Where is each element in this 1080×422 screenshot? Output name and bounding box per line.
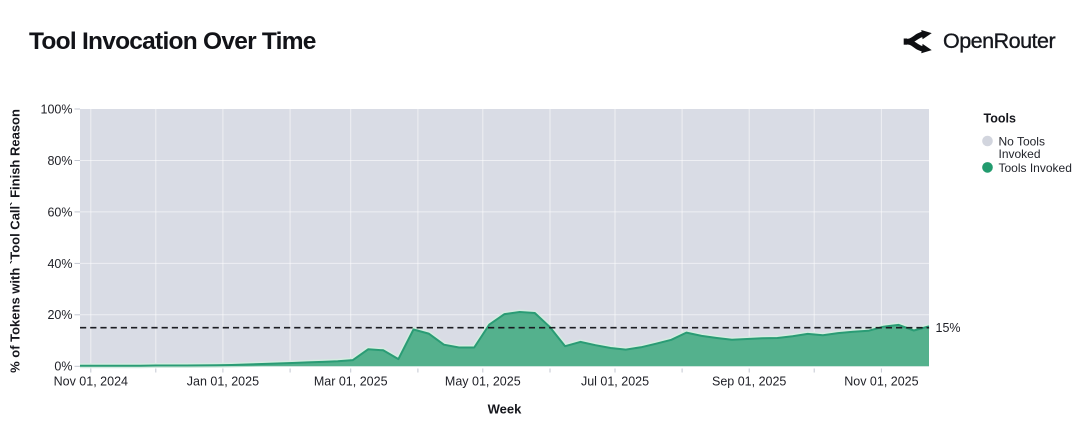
svg-text:Week: Week — [488, 402, 522, 417]
svg-text:Nov 01, 2024: Nov 01, 2024 — [54, 375, 128, 389]
svg-text:No Tools: No Tools — [999, 134, 1045, 148]
svg-text:Tools Invoked: Tools Invoked — [999, 161, 1072, 175]
svg-text:Jul 01, 2025: Jul 01, 2025 — [581, 375, 649, 389]
svg-text:May 01, 2025: May 01, 2025 — [445, 375, 521, 389]
svg-text:Tools: Tools — [984, 112, 1016, 126]
svg-text:Mar 01, 2025: Mar 01, 2025 — [314, 375, 388, 389]
svg-text:20%: 20% — [47, 308, 72, 322]
svg-text:40%: 40% — [47, 257, 72, 271]
svg-text:Tool Invocation Over Time: Tool Invocation Over Time — [29, 28, 316, 55]
svg-text:15%: 15% — [936, 321, 961, 335]
svg-text:0%: 0% — [54, 360, 72, 374]
svg-text:60%: 60% — [47, 205, 72, 219]
svg-text:80%: 80% — [47, 154, 72, 168]
svg-text:Sep 01, 2025: Sep 01, 2025 — [712, 375, 786, 389]
svg-text:Nov 01, 2025: Nov 01, 2025 — [844, 375, 918, 389]
svg-text:Invoked: Invoked — [999, 147, 1041, 161]
svg-text:100%: 100% — [41, 102, 73, 116]
svg-text:Jan 01, 2025: Jan 01, 2025 — [187, 375, 259, 389]
svg-text:% of Tokens with `Tool Call` F: % of Tokens with `Tool Call` Finish Reas… — [8, 109, 23, 373]
svg-text:OpenRouter: OpenRouter — [943, 29, 1055, 53]
